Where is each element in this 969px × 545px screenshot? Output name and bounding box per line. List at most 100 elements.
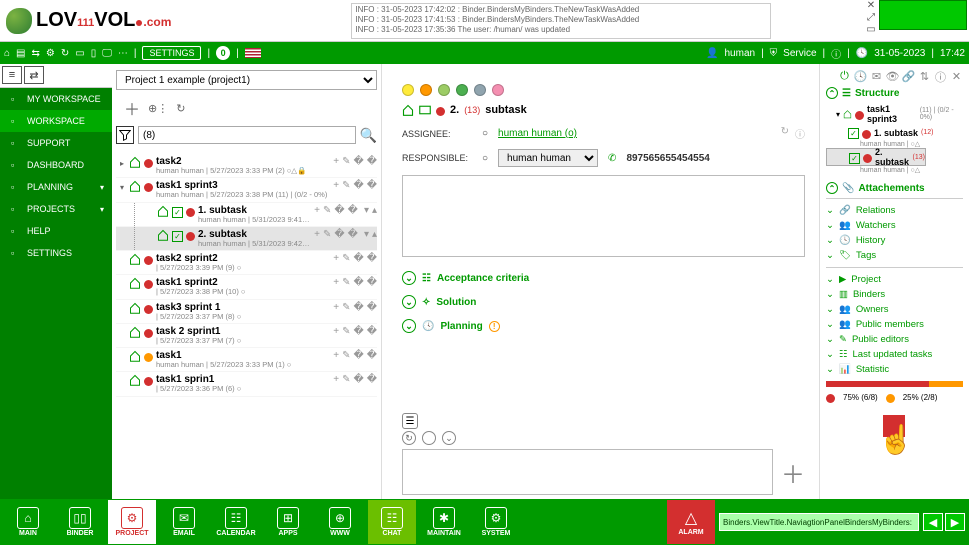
gear-icon[interactable]: ⚙ (46, 48, 55, 59)
home-icon[interactable]: ⌂ (4, 48, 10, 59)
task-row[interactable]: task1 sprint2 | 5/27/2023 3:38 PM (10) ○… (116, 275, 377, 299)
task-actions[interactable]: +✎🗑 (333, 350, 377, 361)
link-icon[interactable]: 🔗 (902, 70, 915, 83)
mobile-icon[interactable]: ▯ (91, 48, 97, 59)
side-link[interactable]: ⌄📊Statistic (826, 362, 963, 377)
sidebar-item[interactable]: ▫WORKSPACE (0, 110, 112, 132)
tree-child[interactable]: ✓ 1. subtask (12) (826, 125, 963, 140)
task-row[interactable]: ✓ 1. subtask human human | 5/31/2023 9:4… (116, 203, 377, 227)
close-icon[interactable]: ✕ (865, 0, 877, 12)
more-icon[interactable]: ⋯ (118, 48, 128, 59)
section-acceptance[interactable]: ⌄☷Acceptance criteria (402, 271, 805, 285)
bottombar-item[interactable]: ⊞APPS (264, 500, 312, 544)
phone-icon[interactable]: ✆ (608, 153, 616, 164)
tree-child[interactable]: ✓ 2. subtask (13) (826, 148, 926, 166)
color-dot[interactable] (438, 84, 450, 96)
task-actions[interactable]: +✎🗑 ▾▴ (314, 229, 377, 240)
minimize-icon[interactable]: ▭ (865, 24, 877, 36)
close-icon[interactable]: ✕ (950, 70, 963, 83)
task-actions[interactable]: +✎🗑 (333, 326, 377, 337)
bottombar-item[interactable]: ⊕WWW (316, 500, 364, 544)
info-icon[interactable]: ⓘ (934, 70, 947, 83)
desktop-icon[interactable]: 🖵 (102, 48, 112, 59)
sidebar-item[interactable]: ▫HELP (0, 220, 112, 242)
task-row[interactable]: task3 sprint 1 | 5/27/2023 3:37 PM (8) ○… (116, 300, 377, 324)
side-link[interactable]: ⌄👥Owners (826, 302, 963, 317)
bottombar-item[interactable]: ⚙SYSTEM (472, 500, 520, 544)
section-solution[interactable]: ⌄✧Solution (402, 295, 805, 309)
bottombar-item[interactable]: ⌂MAIN (4, 500, 52, 544)
color-dot[interactable] (474, 84, 486, 96)
color-dot[interactable] (420, 84, 432, 96)
task-row[interactable]: ▸ task2 human human | 5/27/2023 3:33 PM … (116, 154, 377, 178)
sidebar-item[interactable]: ▫MY WORKSPACE (0, 88, 112, 110)
settings-button[interactable]: SETTINGS (142, 46, 201, 60)
refresh-icon[interactable]: ↻ (176, 102, 185, 115)
bottombar-item[interactable]: ☷CHAT (368, 500, 416, 544)
task-actions[interactable]: +✎🗑 (333, 156, 377, 167)
task-actions[interactable]: +✎🗑 (333, 253, 377, 264)
chat-icon[interactable]: ☰ (402, 413, 418, 429)
side-link[interactable]: ⌄✎Public editors (826, 332, 963, 347)
add-icon[interactable]: ＋ (124, 96, 140, 120)
side-link[interactable]: ⌄🔗Relations (826, 203, 963, 218)
task-row[interactable]: task1 human human | 5/27/2023 3:33 PM (1… (116, 348, 377, 372)
expand-icon[interactable]: ⤢ (865, 12, 877, 24)
sidebar-item[interactable]: ▫PROJECTS▾ (0, 198, 112, 220)
refresh-icon[interactable]: ↻ (61, 48, 69, 59)
bottombar-item[interactable]: ☷CALENDAR (212, 500, 260, 544)
user-label[interactable]: human (724, 48, 755, 59)
prev-button[interactable]: ◀ (923, 513, 943, 531)
side-link[interactable]: ⌄▥Binders (826, 287, 963, 302)
task-actions[interactable]: +✎🗑 (333, 302, 377, 313)
side-link[interactable]: ⌄👥Watchers (826, 218, 963, 233)
mail-icon[interactable]: ✉ (870, 70, 883, 83)
sidebar-item[interactable]: ▫PLANNING▾ (0, 176, 112, 198)
lock-icon[interactable]: ⇆ (32, 48, 40, 59)
search-icon[interactable]: 🔍 (360, 127, 377, 144)
project-select[interactable]: Project 1 example (project1) (116, 70, 377, 90)
sidebar-item[interactable]: ▫DASHBOARD (0, 154, 112, 176)
swap-icon[interactable]: ⇅ (918, 70, 931, 83)
comment-input[interactable] (402, 449, 773, 495)
assignee-link[interactable]: human human (o) (498, 128, 577, 139)
task-row[interactable]: task2 sprint2 | 5/27/2023 3:39 PM (9) ○ … (116, 251, 377, 275)
color-dot[interactable] (402, 84, 414, 96)
tree-root[interactable]: ▾ task1 sprint3 (11) | (0/2 - 0%) (826, 103, 963, 125)
side-link[interactable]: ⌄👥Public members (826, 317, 963, 332)
search-input[interactable] (138, 126, 356, 144)
tablet-icon[interactable]: ▭ (75, 48, 84, 59)
task-actions[interactable]: +✎🗑 (333, 180, 377, 191)
sidebar-item[interactable]: ▫SUPPORT (0, 132, 112, 154)
side-link[interactable]: ⌄▶Project (826, 272, 963, 287)
add-link-icon[interactable]: ⊕⋮ (148, 102, 168, 115)
filter-icon[interactable] (116, 126, 134, 144)
info-icon[interactable]: ⓘ (795, 126, 805, 141)
sidebar-item[interactable]: ▫SETTINGS (0, 242, 112, 264)
bottombar-item[interactable]: ▯▯BINDER (56, 500, 104, 544)
service-label[interactable]: Service (783, 48, 816, 59)
responsible-select[interactable]: human human (498, 149, 598, 167)
eye-icon[interactable]: 👁 (886, 70, 899, 83)
task-row[interactable]: ▾ task1 sprint3 human human | 5/27/2023 … (116, 178, 377, 202)
description-box[interactable] (402, 175, 805, 257)
color-dot[interactable] (492, 84, 504, 96)
refresh-icon[interactable]: ↻ (781, 126, 789, 141)
bottombar-item[interactable]: ⚙PROJECT (108, 500, 156, 544)
layout-b-icon[interactable]: ⇄ (24, 66, 44, 84)
flag-icon[interactable] (245, 48, 261, 58)
clock-icon[interactable]: 🕓 (854, 70, 867, 83)
structure-header[interactable]: ⌃☰Structure (826, 87, 963, 99)
breadcrumb-input[interactable] (719, 513, 919, 531)
power-icon[interactable]: ⏻ (838, 70, 851, 83)
section-planning[interactable]: ⌄🕓Planning! (402, 319, 805, 333)
task-row[interactable]: task1 sprin1 | 5/27/2023 3:36 PM (6) ○ +… (116, 372, 377, 396)
bottombar-item[interactable]: ✉EMAIL (160, 500, 208, 544)
bottombar-item[interactable]: ✱MAINTAIN (420, 500, 468, 544)
task-actions[interactable]: +✎🗑 (333, 374, 377, 385)
task-row[interactable]: task 2 sprint1 | 5/27/2023 3:37 PM (7) ○… (116, 324, 377, 348)
add-comment-button[interactable]: ＋ (781, 455, 805, 490)
chev-icon[interactable]: ⌄ (442, 431, 456, 445)
alarm-button[interactable]: △ ALARM (667, 500, 715, 544)
circle-icon[interactable] (422, 431, 436, 445)
